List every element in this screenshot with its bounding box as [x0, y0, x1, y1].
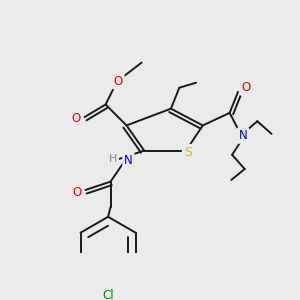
Text: S: S — [184, 146, 192, 159]
Text: H: H — [109, 154, 117, 164]
Text: Cl: Cl — [102, 289, 114, 300]
Text: O: O — [242, 81, 251, 94]
Text: O: O — [73, 186, 82, 199]
Text: N: N — [239, 129, 248, 142]
Text: N: N — [124, 154, 133, 167]
Text: O: O — [72, 112, 81, 125]
Text: O: O — [113, 74, 123, 88]
